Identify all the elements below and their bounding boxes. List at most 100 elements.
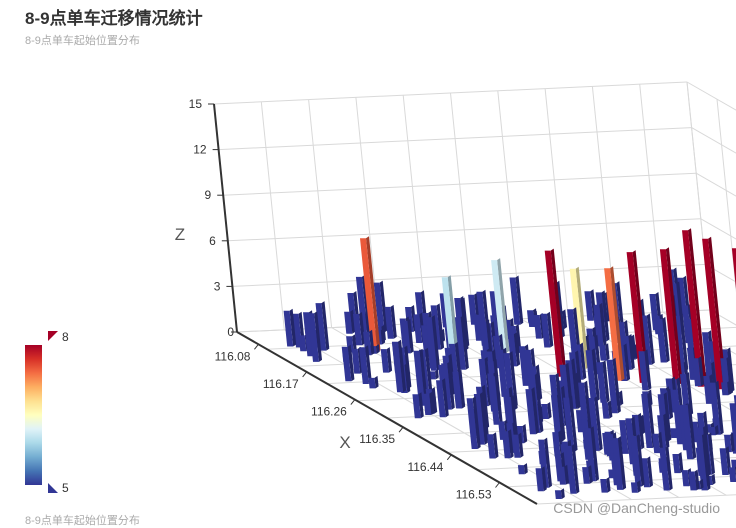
bar[interactable] [619, 420, 629, 454]
bar[interactable] [351, 348, 361, 374]
bar[interactable] [593, 304, 604, 347]
bar-side[interactable] [359, 312, 366, 346]
bar[interactable] [518, 346, 529, 386]
bar[interactable] [423, 393, 432, 415]
bar-side[interactable] [715, 380, 724, 435]
bar[interactable] [540, 313, 551, 348]
bar-side[interactable] [537, 401, 544, 433]
bar[interactable] [452, 371, 463, 409]
bar[interactable] [611, 438, 624, 490]
bar-side[interactable] [571, 443, 580, 494]
bar-side[interactable] [556, 280, 565, 338]
bar-side[interactable] [708, 236, 727, 390]
bar[interactable] [552, 432, 561, 457]
bar[interactable] [353, 314, 363, 346]
bar[interactable] [507, 334, 518, 367]
bar-side[interactable] [662, 316, 670, 363]
bar-side[interactable] [479, 392, 488, 445]
bar-side[interactable] [687, 402, 697, 460]
bar-side[interactable] [628, 334, 635, 370]
bar-side[interactable] [541, 466, 547, 492]
data-bar[interactable] [604, 268, 622, 381]
bar-side[interactable] [515, 275, 524, 325]
bar-side[interactable] [481, 384, 490, 429]
bar-side[interactable] [314, 311, 322, 362]
bar-side[interactable] [708, 440, 715, 475]
bar-side[interactable] [390, 304, 397, 339]
bar[interactable] [657, 415, 667, 449]
bar[interactable] [509, 277, 521, 325]
bar-side[interactable] [667, 388, 674, 420]
visual-map[interactable]: 8 5 [25, 330, 69, 495]
bar[interactable] [315, 303, 327, 351]
bar-side[interactable] [688, 228, 707, 387]
bar[interactable] [731, 459, 736, 468]
bar-side[interactable] [575, 266, 589, 369]
bar[interactable] [441, 363, 452, 410]
bar-side[interactable] [727, 380, 732, 396]
bar[interactable] [373, 282, 385, 333]
bar[interactable] [565, 445, 577, 494]
bar[interactable] [380, 349, 390, 373]
bar-side[interactable] [547, 402, 552, 419]
bar[interactable] [672, 454, 681, 474]
bar-side[interactable] [350, 309, 356, 334]
bar-side[interactable] [644, 349, 652, 391]
bar-side[interactable] [348, 349, 355, 382]
bar[interactable] [466, 398, 478, 449]
data-bar[interactable] [702, 238, 724, 390]
bar-side[interactable] [472, 396, 481, 449]
bar[interactable] [558, 466, 566, 485]
bar-side[interactable] [493, 432, 499, 459]
bar[interactable] [728, 467, 736, 482]
bar-side[interactable] [711, 473, 716, 485]
bar-side[interactable] [641, 415, 646, 435]
bar-side[interactable] [637, 412, 645, 450]
bar-side[interactable] [726, 356, 733, 395]
bar-side[interactable] [599, 302, 607, 347]
bar[interactable] [692, 358, 702, 387]
bar-side[interactable] [374, 375, 379, 389]
bar-side[interactable] [508, 429, 514, 459]
bar-side[interactable] [646, 313, 655, 365]
bar[interactable] [303, 312, 314, 357]
bar-side[interactable] [398, 339, 407, 393]
bar[interactable] [550, 395, 562, 442]
bar-side[interactable] [588, 465, 593, 484]
bar-side[interactable] [544, 437, 552, 488]
bar-side[interactable] [431, 315, 441, 371]
bar[interactable] [584, 291, 594, 321]
bar-side[interactable] [556, 393, 565, 442]
bar[interactable] [638, 351, 649, 391]
bar-side[interactable] [531, 387, 539, 435]
bar-side[interactable] [515, 324, 522, 354]
bar-side[interactable] [612, 357, 621, 414]
data-bar[interactable] [682, 230, 704, 387]
bar[interactable] [719, 448, 729, 475]
bar[interactable] [413, 350, 426, 406]
bar-side[interactable] [623, 343, 631, 381]
bar[interactable] [656, 318, 667, 363]
bar[interactable] [478, 358, 489, 396]
bar-side[interactable] [647, 456, 653, 488]
bar[interactable] [527, 312, 536, 327]
bar-side[interactable] [610, 266, 625, 381]
bar-side[interactable] [365, 345, 372, 384]
bar-side[interactable] [375, 344, 380, 354]
bar-side[interactable] [564, 464, 569, 485]
bar-side[interactable] [407, 318, 414, 354]
bar[interactable] [724, 434, 732, 453]
data-bar[interactable] [659, 249, 680, 385]
visual-map-max-handle[interactable] [48, 331, 58, 341]
bar-side[interactable] [686, 372, 694, 416]
bar[interactable] [308, 313, 319, 362]
bar-side[interactable] [523, 463, 528, 475]
bar-side[interactable] [619, 390, 624, 406]
bar[interactable] [538, 439, 549, 488]
bar[interactable] [533, 315, 542, 339]
bar[interactable] [681, 470, 690, 487]
bar-side[interactable] [497, 258, 510, 353]
visual-map-bar[interactable] [25, 345, 42, 485]
bar-side[interactable] [513, 332, 521, 367]
